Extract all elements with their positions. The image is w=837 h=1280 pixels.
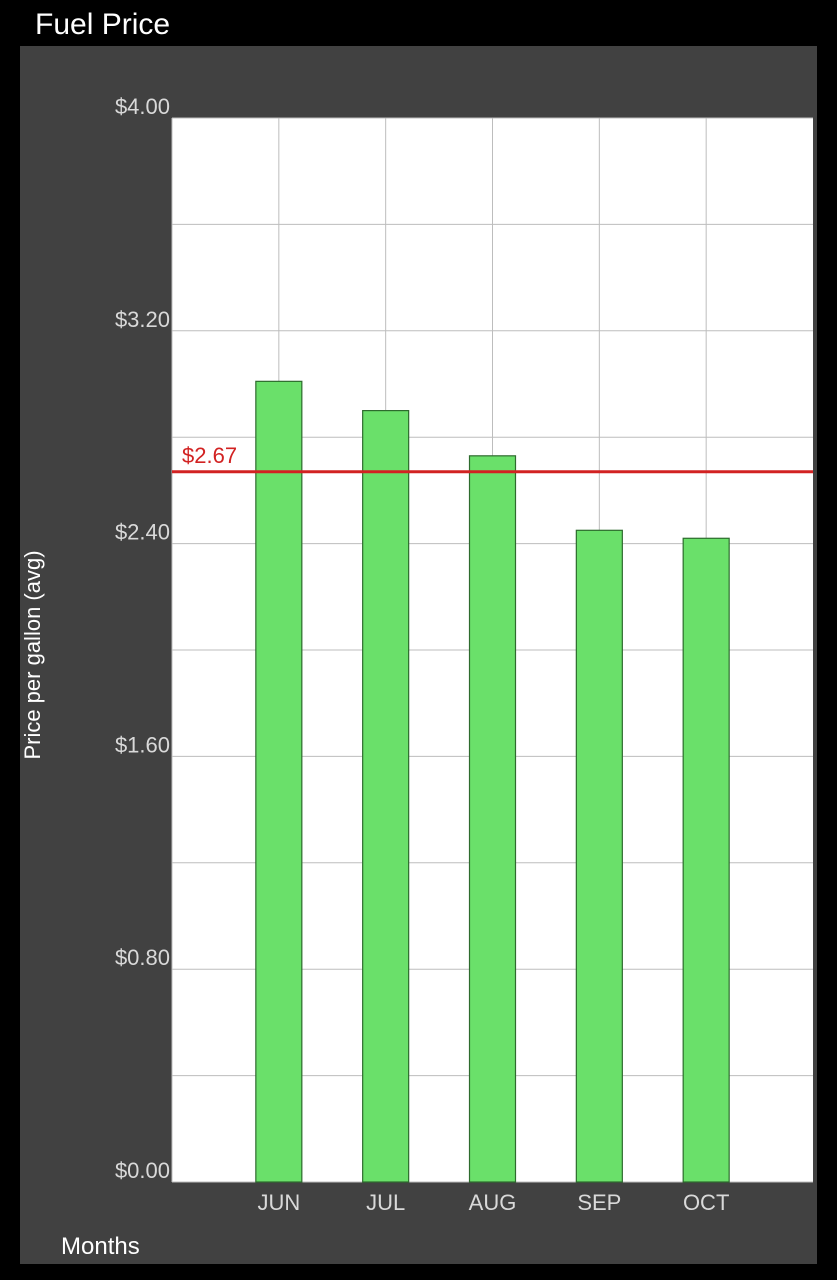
y-tick-label: $0.80 [115, 945, 170, 970]
x-tick-label: AUG [469, 1190, 517, 1215]
x-axis-title: Months [61, 1233, 140, 1260]
bars [255, 380, 730, 1183]
average-line-group: $2.67 [172, 443, 813, 474]
x-axis-ticks: JUN JUL AUG SEP OCT [257, 1190, 729, 1215]
y-axis-title: Price per gallon (avg) [20, 550, 45, 760]
y-tick-label: $1.60 [115, 732, 170, 757]
bar-sep [575, 529, 623, 1183]
y-axis-ticks: $0.00 $0.80 $1.60 $2.40 $3.20 $4.00 [115, 94, 170, 1183]
bar-oct [682, 537, 730, 1183]
bar-jul [362, 410, 410, 1183]
x-tick-label: JUL [366, 1190, 405, 1215]
y-tick-label: $3.20 [115, 307, 170, 332]
y-tick-label: $0.00 [115, 1158, 170, 1183]
bar-jun [255, 380, 303, 1183]
x-tick-label: SEP [577, 1190, 621, 1215]
y-tick-label: $2.40 [115, 520, 170, 545]
bar-aug [468, 455, 517, 1183]
y-tick-label: $4.00 [115, 94, 170, 119]
average-line-label: $2.67 [182, 443, 237, 468]
x-tick-label: OCT [683, 1190, 729, 1215]
page-title: Fuel Price [35, 8, 171, 41]
x-tick-label: JUN [257, 1190, 300, 1215]
